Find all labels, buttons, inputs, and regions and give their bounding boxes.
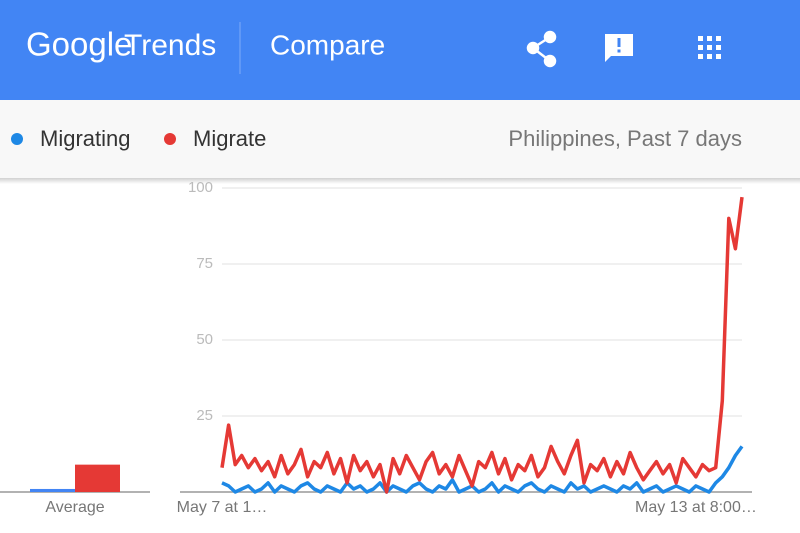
legend-label[interactable]: Migrate (193, 126, 266, 151)
average-bar (30, 488, 75, 492)
feedback-icon[interactable] (605, 34, 633, 62)
share-icon[interactable] (526, 30, 557, 68)
page-title: Compare (270, 29, 385, 60)
average-bar (75, 464, 120, 492)
series-line (221, 445, 744, 494)
x-tick-label: May 13 at 8:00… (635, 499, 757, 516)
legend-dot[interactable] (164, 133, 176, 145)
legend-label[interactable]: Migrating (40, 126, 130, 151)
average-label: Average (45, 499, 104, 516)
logo-google: Google (26, 26, 132, 63)
legend-bar (0, 100, 800, 178)
legend-dot[interactable] (11, 133, 23, 145)
x-tick-label: May 7 at 1… (177, 499, 268, 516)
series-line (220, 196, 744, 494)
y-tick-label: 100 (188, 179, 213, 196)
legend-shadow (0, 178, 800, 184)
apps-icon[interactable] (698, 36, 721, 59)
y-tick-label: 50 (196, 331, 213, 348)
logo-trends: Trends (124, 29, 216, 62)
header-bar (0, 0, 800, 100)
y-tick-label: 75 (196, 255, 213, 272)
y-tick-label: 25 (196, 407, 213, 424)
location-range[interactable]: Philippines, Past 7 days (508, 126, 742, 151)
